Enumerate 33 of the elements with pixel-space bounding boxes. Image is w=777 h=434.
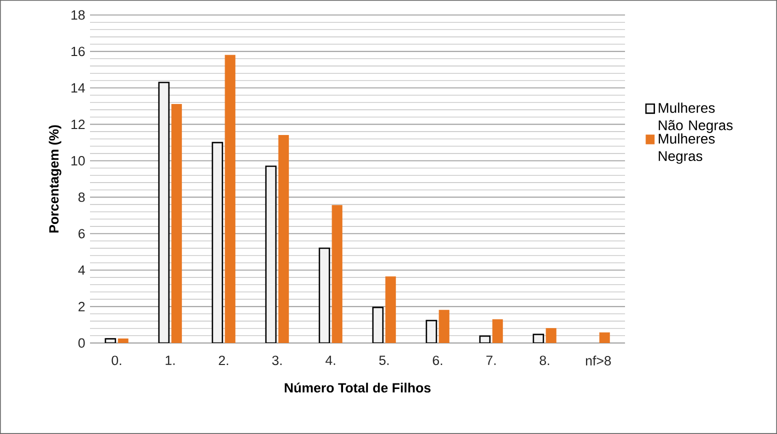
- y-tick-label: 12: [71, 120, 85, 129]
- bar: [212, 142, 224, 343]
- bar: [158, 82, 170, 343]
- x-tick-label: 8.: [540, 356, 550, 366]
- x-tick-label: 7.: [486, 356, 496, 365]
- x-tick-label: 4.: [326, 356, 336, 365]
- y-tick-label: 16: [71, 46, 85, 56]
- y-tick-label: 6: [78, 228, 85, 238]
- y-tick-label: 4: [78, 266, 85, 275]
- x-tick-label: nf>8: [586, 356, 611, 366]
- x-tick-label: 2.: [218, 356, 228, 366]
- y-tick-label: 0: [78, 338, 85, 348]
- x-tick-label: 1.: [166, 356, 175, 365]
- y-tick-label: 10: [71, 156, 85, 166]
- bar: [104, 338, 116, 343]
- bar: [265, 166, 277, 343]
- x-tick-label: 5.: [379, 356, 389, 365]
- x-tick-label: 0.: [112, 356, 122, 366]
- x-axis-title: Número Total de Filhos: [284, 382, 431, 393]
- y-tick-label: 14: [71, 83, 85, 92]
- y-tick-label: 2: [78, 302, 85, 312]
- x-tick-label: 3.: [272, 356, 282, 366]
- bar: [372, 306, 384, 343]
- bar: [479, 335, 491, 343]
- y-tick-label: 18: [71, 10, 85, 20]
- x-tick-label: 6.: [432, 356, 442, 366]
- bar: [318, 248, 330, 343]
- bar: [426, 320, 438, 343]
- y-tick-label: 8: [78, 192, 85, 202]
- legend-label: Mulheres Negras: [658, 133, 715, 164]
- bar: [532, 334, 544, 343]
- legend-label: Mulheres Não Negras: [658, 102, 733, 133]
- y-axis-title: Porcentagem (%): [48, 125, 62, 233]
